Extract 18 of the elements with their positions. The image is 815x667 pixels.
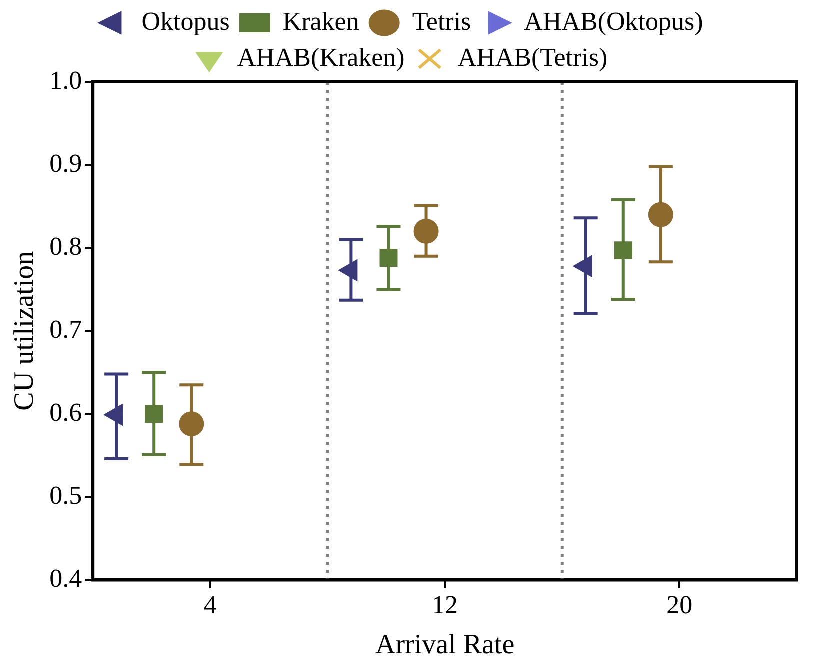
legend-label: AHAB(Oktopus)	[524, 6, 704, 36]
x-axis-title: Arrival Rate	[375, 630, 515, 661]
y-axis-title: CU utilization	[9, 251, 40, 411]
legend-label: AHAB(Tetris)	[458, 42, 608, 72]
legend-label: Tetris	[412, 6, 472, 36]
y-tick-label: 0.4	[50, 564, 82, 594]
y-tick-label: 0.8	[50, 232, 82, 261]
legend-label: Oktopus	[142, 6, 230, 36]
x-tick-label: 12	[432, 590, 458, 620]
y-tick-label: 0.6	[50, 398, 82, 427]
y-tick-label: 0.9	[50, 148, 82, 178]
y-tick-label: 1.0	[50, 66, 82, 95]
x-tick-label: 4	[204, 590, 217, 620]
x-tick-label: 20	[666, 590, 693, 620]
legend-label: AHAB(Kraken)	[237, 42, 405, 72]
legend-label: Kraken	[282, 6, 360, 36]
y-tick-label: 0.5	[50, 480, 82, 510]
y-tick-label: 0.7	[50, 314, 82, 344]
